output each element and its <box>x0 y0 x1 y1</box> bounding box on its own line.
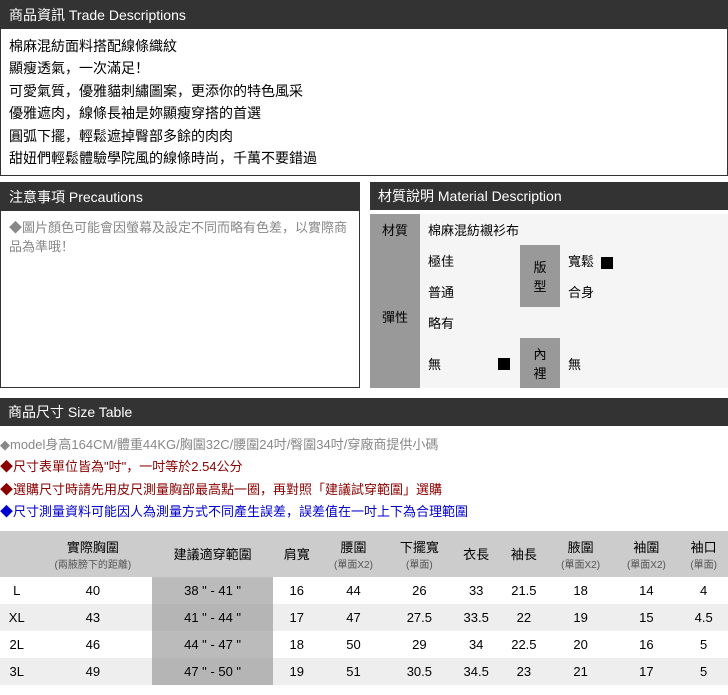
trade-line: 圓弧下擺，輕鬆遮掉臀部多餘的肉肉 <box>9 125 719 147</box>
size-cell: 14 <box>614 577 680 604</box>
size-cell: 5 <box>679 658 728 685</box>
size-col-header: 衣長 <box>452 531 500 577</box>
lining-label: 內裡 <box>520 338 560 388</box>
size-cell: 46 <box>34 631 153 658</box>
material-table: 材質 棉麻混紡襯衫布 彈性 極佳 版型 寬鬆 普通 合身 略有 <box>370 214 728 388</box>
size-cell: 47 <box>321 604 387 631</box>
size-col-header: 腋圍(單面X2) <box>548 531 614 577</box>
elast-mark-3 <box>490 338 520 388</box>
trade-line: 可愛氣質，優雅貓刺繡圖案，更添你的特色風采 <box>9 80 719 102</box>
size-cell: 19 <box>273 658 321 685</box>
size-cell: 43 <box>34 604 153 631</box>
elast-opt-1: 普通 <box>420 276 490 307</box>
material-header: 材質說明 Material Description <box>370 182 728 210</box>
precautions-box: 注意事項 Precautions ◆圖片顏色可能會因螢幕及設定不同而略有色差，以… <box>0 182 360 388</box>
trade-body: 棉麻混紡面料搭配線條織紋顯瘦透氣，一次滿足！可愛氣質，優雅貓刺繡圖案，更添你的特… <box>1 29 727 175</box>
fit-label: 版型 <box>520 245 560 307</box>
size-col-header <box>0 531 34 577</box>
size-cell: 30.5 <box>386 658 452 685</box>
size-cell: 50 <box>321 631 387 658</box>
size-cell: 23 <box>500 658 548 685</box>
size-cell: 17 <box>273 604 321 631</box>
precautions-header: 注意事項 Precautions <box>1 183 359 211</box>
size-cell: 22 <box>500 604 548 631</box>
size-col-header: 實際胸圍(兩腋膀下的距離) <box>34 531 153 577</box>
size-row: L4038 " - 41 "1644263321.518144 <box>0 577 728 604</box>
trade-line: 甜妞們輕鬆體驗學院風的線條時尚，千萬不要錯過 <box>9 147 719 169</box>
elasticity-label: 彈性 <box>370 245 420 388</box>
size-col-header: 肩寬 <box>273 531 321 577</box>
elast-mark-0 <box>490 245 520 276</box>
size-col-header: 袖長 <box>500 531 548 577</box>
size-note: ◆model身高164CM/體重44KG/胸圍32C/腰圍24吋/臀圍34吋/穿… <box>0 434 728 456</box>
size-cell: 16 <box>273 577 321 604</box>
size-cell: 33.5 <box>452 604 500 631</box>
elast-opt-0: 極佳 <box>420 245 490 276</box>
size-cell: 47 " - 50 " <box>152 658 273 685</box>
size-col-header: 袖口(單面) <box>679 531 728 577</box>
size-cell: 41 " - 44 " <box>152 604 273 631</box>
size-section: 商品尺寸 Size Table ◆model身高164CM/體重44KG/胸圍3… <box>0 398 728 684</box>
size-col-header: 下擺寬(單面) <box>386 531 452 577</box>
size-cell: 29 <box>386 631 452 658</box>
lining-value: 無 <box>560 338 728 388</box>
size-cell: 5 <box>679 631 728 658</box>
elast-opt-3: 無 <box>420 338 490 388</box>
size-row: 2L4644 " - 47 "1850293422.520165 <box>0 631 728 658</box>
size-cell: 16 <box>614 631 680 658</box>
size-row: 3L4947 " - 50 "195130.534.52321175 <box>0 658 728 685</box>
size-cell: 19 <box>548 604 614 631</box>
size-cell: 2L <box>0 631 34 658</box>
size-cell: 17 <box>614 658 680 685</box>
material-value: 棉麻混紡襯衫布 <box>420 214 728 245</box>
material-label: 材質 <box>370 214 420 245</box>
elast-opt-2: 略有 <box>420 307 490 338</box>
size-note: ◆尺寸測量資料可能因人為測量方式不同產生誤差，誤差值在一吋上下為合理範圍 <box>0 501 728 523</box>
size-cell: 34 <box>452 631 500 658</box>
material-box: 材質說明 Material Description 材質 棉麻混紡襯衫布 彈性 … <box>370 182 728 388</box>
size-cell: 34.5 <box>452 658 500 685</box>
size-cell: 4 <box>679 577 728 604</box>
size-cell: 20 <box>548 631 614 658</box>
size-col-header: 袖圍(單面X2) <box>614 531 680 577</box>
fit-opt-1: 合身 <box>560 276 728 307</box>
size-cell: 51 <box>321 658 387 685</box>
size-col-header: 腰圍(單面X2) <box>321 531 387 577</box>
size-table: 實際胸圍(兩腋膀下的距離)建議適穿範圍肩寬腰圍(單面X2)下擺寬(單面)衣長袖長… <box>0 531 728 685</box>
trade-line: 棉麻混紡面料搭配線條織紋 <box>9 35 719 57</box>
size-cell: 18 <box>273 631 321 658</box>
size-cell: L <box>0 577 34 604</box>
size-notes: ◆model身高164CM/體重44KG/胸圍32C/腰圍24吋/臀圍34吋/穿… <box>0 426 728 530</box>
size-cell: 33 <box>452 577 500 604</box>
size-col-header: 建議適穿範圍 <box>152 531 273 577</box>
size-cell: 44 <box>321 577 387 604</box>
size-cell: 40 <box>34 577 153 604</box>
size-note: ◆尺寸表單位皆為"吋"，一吋等於2.54公分 <box>0 456 728 478</box>
size-cell: 3L <box>0 658 34 685</box>
size-cell: 22.5 <box>500 631 548 658</box>
size-cell: 44 " - 47 " <box>152 631 273 658</box>
trade-line: 優雅遮肉，線條長袖是妳顯瘦穿搭的首選 <box>9 102 719 124</box>
size-header: 商品尺寸 Size Table <box>0 398 728 426</box>
size-row: XL4341 " - 44 "174727.533.52219154.5 <box>0 604 728 631</box>
size-cell: XL <box>0 604 34 631</box>
trade-line: 顯瘦透氣，一次滿足！ <box>9 57 719 79</box>
precautions-text: ◆圖片顏色可能會因螢幕及設定不同而略有色差，以實際商品為準哦！ <box>1 211 359 351</box>
size-cell: 27.5 <box>386 604 452 631</box>
size-cell: 4.5 <box>679 604 728 631</box>
size-cell: 18 <box>548 577 614 604</box>
size-cell: 15 <box>614 604 680 631</box>
elast-mark-2 <box>490 307 520 338</box>
size-cell: 21.5 <box>500 577 548 604</box>
size-note: ◆選購尺寸時請先用皮尺測量胸部最高點一圈，再對照「建議試穿範圍」選購 <box>0 479 728 501</box>
size-cell: 21 <box>548 658 614 685</box>
elast-mark-1 <box>490 276 520 307</box>
size-cell: 26 <box>386 577 452 604</box>
fit-opt-0: 寬鬆 <box>560 245 728 276</box>
size-cell: 49 <box>34 658 153 685</box>
trade-descriptions: 商品資訊 Trade Descriptions 棉麻混紡面料搭配線條織紋顯瘦透氣… <box>0 0 728 176</box>
trade-header: 商品資訊 Trade Descriptions <box>1 1 727 29</box>
size-cell: 38 " - 41 " <box>152 577 273 604</box>
